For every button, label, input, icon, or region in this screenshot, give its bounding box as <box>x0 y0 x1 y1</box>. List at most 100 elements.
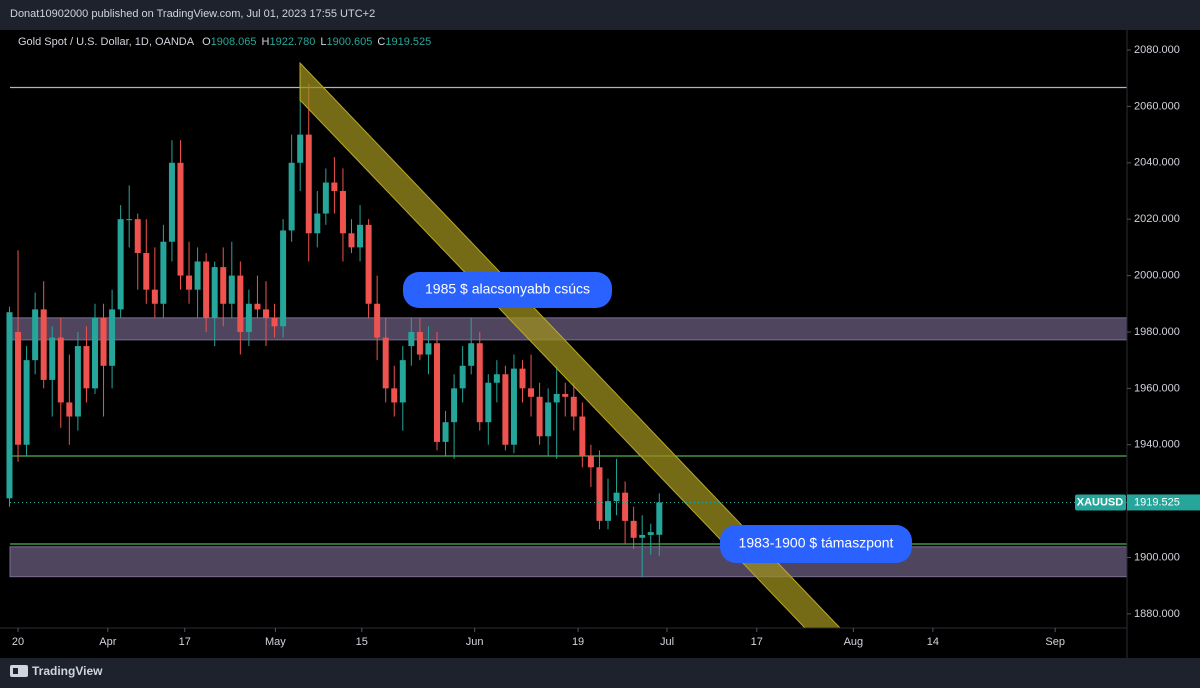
candle-body <box>502 374 509 445</box>
logo <box>10 665 28 677</box>
y-tick-label: 2040.000 <box>1134 157 1180 169</box>
candle-body <box>493 374 500 383</box>
candle-body <box>100 317 107 366</box>
top-bar <box>0 0 1200 30</box>
candle-body <box>186 275 193 290</box>
candle-body <box>245 303 252 332</box>
candle-body <box>528 388 535 397</box>
brand: TradingView <box>32 664 103 678</box>
candle-body <box>416 331 423 355</box>
candle-body <box>74 346 81 417</box>
candle-body <box>579 416 586 457</box>
candle-body <box>220 267 227 304</box>
candle-body <box>622 492 629 521</box>
candle-body <box>605 501 612 521</box>
publisher: Donat10902000 published on TradingView.c… <box>10 8 375 20</box>
candle-body <box>587 456 594 468</box>
x-tick-label: Apr <box>99 636 116 648</box>
candle-body <box>134 219 141 254</box>
candle-body <box>203 261 210 318</box>
candle-body <box>348 233 355 248</box>
candle-body <box>399 360 406 403</box>
candle-body <box>365 224 372 304</box>
candle-body <box>331 182 338 191</box>
candle-body <box>109 309 116 366</box>
legend-value: 1922.780 <box>269 36 315 48</box>
x-tick-label: May <box>265 636 286 648</box>
x-tick-label: 20 <box>12 636 24 648</box>
candle-body <box>151 289 158 304</box>
candle-body <box>639 534 646 538</box>
annotation-bubble <box>403 272 612 308</box>
candle-body <box>271 317 278 327</box>
candle-body <box>630 520 637 538</box>
x-tick-label: 19 <box>572 636 584 648</box>
candle-body <box>49 337 56 380</box>
candle-body <box>314 213 321 234</box>
candle-body <box>23 360 30 445</box>
y-tick-label: 1980.000 <box>1134 326 1180 338</box>
price-symbol: XAUUSD <box>1077 496 1124 508</box>
legend-value: 1919.525 <box>385 36 431 48</box>
candle-body <box>126 219 133 221</box>
legend-value: 1908.065 <box>211 36 257 48</box>
candle-body <box>357 224 364 248</box>
candle-body <box>562 393 569 397</box>
candle-body <box>143 253 150 290</box>
candle-body <box>117 219 124 310</box>
legend-key: H <box>262 36 270 48</box>
candle-body <box>391 388 398 403</box>
x-tick-label: Sep <box>1045 636 1065 648</box>
candle-body <box>32 309 39 361</box>
candle-body <box>613 492 620 502</box>
candle-body <box>656 502 663 535</box>
candle-body <box>66 402 73 417</box>
annotation-bubble <box>720 525 912 563</box>
candle-body <box>288 162 295 231</box>
candle-body <box>647 532 654 535</box>
candle-body <box>262 309 269 318</box>
candle-body <box>545 402 552 437</box>
candle-body <box>194 261 201 290</box>
candle-body <box>160 241 167 304</box>
x-tick-label: Jul <box>660 636 674 648</box>
candle-body <box>228 275 235 304</box>
price-value: 1919.525 <box>1134 496 1180 508</box>
legend-key: L <box>320 36 326 48</box>
candle-body <box>57 337 64 403</box>
y-tick-label: 2000.000 <box>1134 269 1180 281</box>
candle-body <box>425 343 432 355</box>
candle-body <box>297 134 304 163</box>
legend-value: 1900.605 <box>327 36 373 48</box>
candle-body <box>459 365 466 389</box>
candle-body <box>254 303 261 310</box>
x-tick-label: Jun <box>466 636 484 648</box>
candle-body <box>211 267 218 318</box>
legend-key: C <box>377 36 385 48</box>
x-tick-label: 15 <box>356 636 368 648</box>
x-tick-label: 17 <box>751 636 763 648</box>
y-tick-label: 1960.000 <box>1134 382 1180 394</box>
y-tick-label: 2060.000 <box>1134 100 1180 112</box>
price-value-bg <box>1127 494 1200 511</box>
zone <box>9 317 1128 341</box>
y-tick-label: 2080.000 <box>1134 44 1180 56</box>
candle-body <box>91 317 98 389</box>
candle-body <box>15 331 22 445</box>
candle-body <box>468 343 475 366</box>
candle-body <box>408 331 415 347</box>
price-symbol-bg <box>1075 494 1126 511</box>
legend-key: O <box>202 36 211 48</box>
y-tick-label: 2020.000 <box>1134 213 1180 225</box>
bottom-bar <box>0 658 1200 688</box>
candle-body <box>485 382 492 423</box>
candle-body <box>168 162 175 242</box>
candle-body <box>382 337 389 389</box>
candle-body <box>237 275 244 332</box>
annotation: 1983-1900 $ támaszpont <box>739 535 894 551</box>
zone <box>9 546 1128 578</box>
x-tick-label: Aug <box>844 636 864 648</box>
candle-body <box>177 162 184 276</box>
x-tick-label: 14 <box>927 636 939 648</box>
